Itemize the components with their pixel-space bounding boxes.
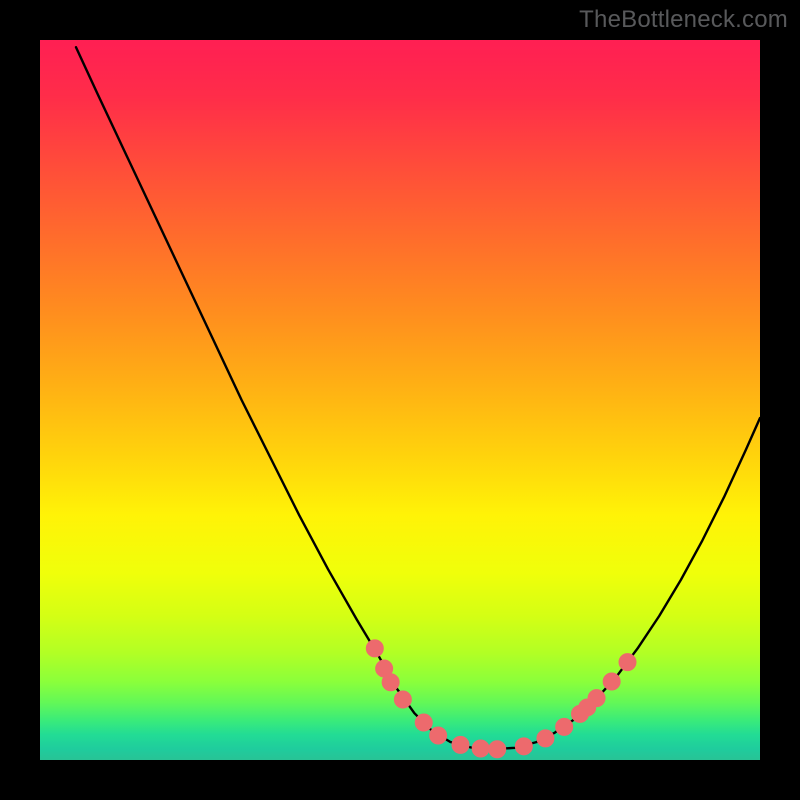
marker-dot [430,727,447,744]
watermark-text: TheBottleneck.com [579,6,788,34]
plot-area [40,40,760,760]
marker-group [366,640,636,758]
chart-frame: TheBottleneck.com [0,0,800,800]
marker-dot [394,691,411,708]
marker-dot [588,690,605,707]
marker-dot [472,740,489,757]
marker-dot [537,730,554,747]
marker-dot [382,674,399,691]
bottleneck-curve [76,47,760,749]
marker-dot [515,738,532,755]
marker-dot [366,640,383,657]
marker-dot [489,741,506,758]
marker-dot [556,718,573,735]
marker-dot [415,714,432,731]
curve-layer [40,40,760,760]
marker-dot [619,654,636,671]
marker-dot [603,673,620,690]
marker-dot [452,736,469,753]
